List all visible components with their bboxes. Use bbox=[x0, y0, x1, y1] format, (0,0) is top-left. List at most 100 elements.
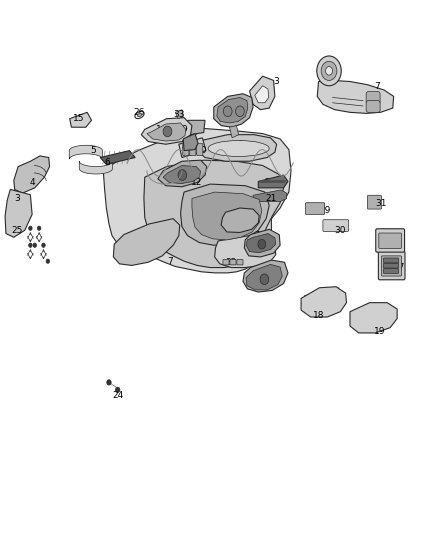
Polygon shape bbox=[350, 303, 397, 333]
Text: 14: 14 bbox=[155, 125, 167, 134]
FancyBboxPatch shape bbox=[381, 256, 402, 276]
FancyBboxPatch shape bbox=[190, 144, 196, 156]
Circle shape bbox=[321, 61, 337, 80]
FancyBboxPatch shape bbox=[197, 144, 203, 156]
Polygon shape bbox=[243, 260, 288, 292]
Polygon shape bbox=[166, 120, 205, 135]
Circle shape bbox=[37, 226, 41, 230]
Circle shape bbox=[317, 56, 341, 86]
Ellipse shape bbox=[138, 113, 141, 117]
Text: 23: 23 bbox=[267, 269, 278, 277]
Text: 5: 5 bbox=[90, 146, 96, 155]
FancyBboxPatch shape bbox=[366, 92, 380, 104]
Polygon shape bbox=[246, 264, 283, 290]
Text: 24: 24 bbox=[112, 391, 124, 400]
Polygon shape bbox=[144, 160, 284, 268]
FancyBboxPatch shape bbox=[379, 233, 402, 248]
Polygon shape bbox=[183, 134, 198, 151]
Polygon shape bbox=[253, 190, 287, 201]
Polygon shape bbox=[301, 287, 346, 317]
Polygon shape bbox=[163, 165, 201, 183]
FancyBboxPatch shape bbox=[223, 260, 229, 265]
Text: 7: 7 bbox=[167, 257, 173, 265]
Polygon shape bbox=[250, 76, 275, 110]
Text: 4: 4 bbox=[29, 178, 35, 187]
FancyBboxPatch shape bbox=[367, 195, 381, 209]
Polygon shape bbox=[70, 112, 92, 127]
Polygon shape bbox=[317, 80, 394, 114]
Text: 10: 10 bbox=[196, 146, 207, 155]
Circle shape bbox=[260, 274, 269, 285]
Text: 11: 11 bbox=[234, 210, 246, 219]
Circle shape bbox=[178, 169, 187, 180]
Polygon shape bbox=[221, 208, 259, 232]
Polygon shape bbox=[230, 126, 239, 138]
Text: 3: 3 bbox=[14, 194, 20, 203]
Polygon shape bbox=[255, 86, 269, 103]
Polygon shape bbox=[215, 236, 276, 268]
Polygon shape bbox=[103, 128, 291, 273]
FancyBboxPatch shape bbox=[384, 258, 399, 263]
Circle shape bbox=[28, 226, 32, 230]
Polygon shape bbox=[179, 138, 206, 158]
Circle shape bbox=[28, 243, 32, 247]
Polygon shape bbox=[69, 146, 102, 159]
Text: 3: 3 bbox=[273, 77, 279, 86]
Text: 21: 21 bbox=[266, 194, 277, 203]
Text: 29: 29 bbox=[319, 206, 330, 215]
Polygon shape bbox=[197, 135, 277, 161]
Polygon shape bbox=[141, 118, 192, 144]
Text: 33: 33 bbox=[173, 110, 184, 119]
Text: 13: 13 bbox=[180, 141, 192, 150]
FancyBboxPatch shape bbox=[183, 144, 189, 156]
FancyBboxPatch shape bbox=[305, 203, 325, 214]
Text: 27: 27 bbox=[393, 263, 405, 272]
Text: 16: 16 bbox=[256, 231, 268, 240]
Circle shape bbox=[325, 67, 332, 75]
Ellipse shape bbox=[208, 141, 269, 157]
Text: 12: 12 bbox=[191, 178, 202, 187]
Polygon shape bbox=[180, 184, 269, 245]
FancyBboxPatch shape bbox=[384, 269, 399, 273]
Circle shape bbox=[46, 259, 49, 263]
Circle shape bbox=[236, 106, 244, 117]
Text: 8: 8 bbox=[237, 140, 243, 149]
Polygon shape bbox=[192, 192, 262, 240]
FancyBboxPatch shape bbox=[376, 229, 405, 252]
Text: 30: 30 bbox=[335, 226, 346, 235]
Polygon shape bbox=[113, 219, 180, 265]
Text: 26: 26 bbox=[134, 108, 145, 117]
Polygon shape bbox=[79, 161, 113, 174]
FancyBboxPatch shape bbox=[237, 260, 243, 265]
Circle shape bbox=[223, 106, 232, 117]
Polygon shape bbox=[244, 229, 280, 257]
Polygon shape bbox=[5, 189, 32, 237]
Circle shape bbox=[116, 387, 120, 392]
Text: 19: 19 bbox=[374, 327, 385, 336]
Polygon shape bbox=[100, 151, 135, 165]
Text: 20: 20 bbox=[265, 178, 276, 187]
Polygon shape bbox=[246, 233, 276, 253]
Text: 31: 31 bbox=[375, 199, 386, 208]
Text: 7: 7 bbox=[374, 82, 380, 91]
Polygon shape bbox=[214, 94, 253, 127]
FancyBboxPatch shape bbox=[378, 251, 405, 280]
Text: 15: 15 bbox=[73, 114, 84, 123]
Polygon shape bbox=[14, 156, 49, 193]
Polygon shape bbox=[175, 110, 183, 119]
Text: 25: 25 bbox=[11, 226, 23, 235]
FancyBboxPatch shape bbox=[230, 260, 236, 265]
Text: 22: 22 bbox=[262, 242, 273, 251]
Text: 28: 28 bbox=[388, 237, 399, 246]
Text: 32: 32 bbox=[226, 258, 237, 266]
Polygon shape bbox=[258, 175, 288, 188]
Polygon shape bbox=[147, 123, 186, 141]
Circle shape bbox=[107, 379, 111, 385]
Circle shape bbox=[163, 126, 172, 137]
Polygon shape bbox=[158, 160, 207, 187]
Circle shape bbox=[258, 239, 266, 249]
FancyBboxPatch shape bbox=[323, 220, 349, 231]
Text: 2: 2 bbox=[325, 62, 331, 71]
Text: 6: 6 bbox=[105, 158, 110, 167]
FancyBboxPatch shape bbox=[366, 101, 380, 112]
